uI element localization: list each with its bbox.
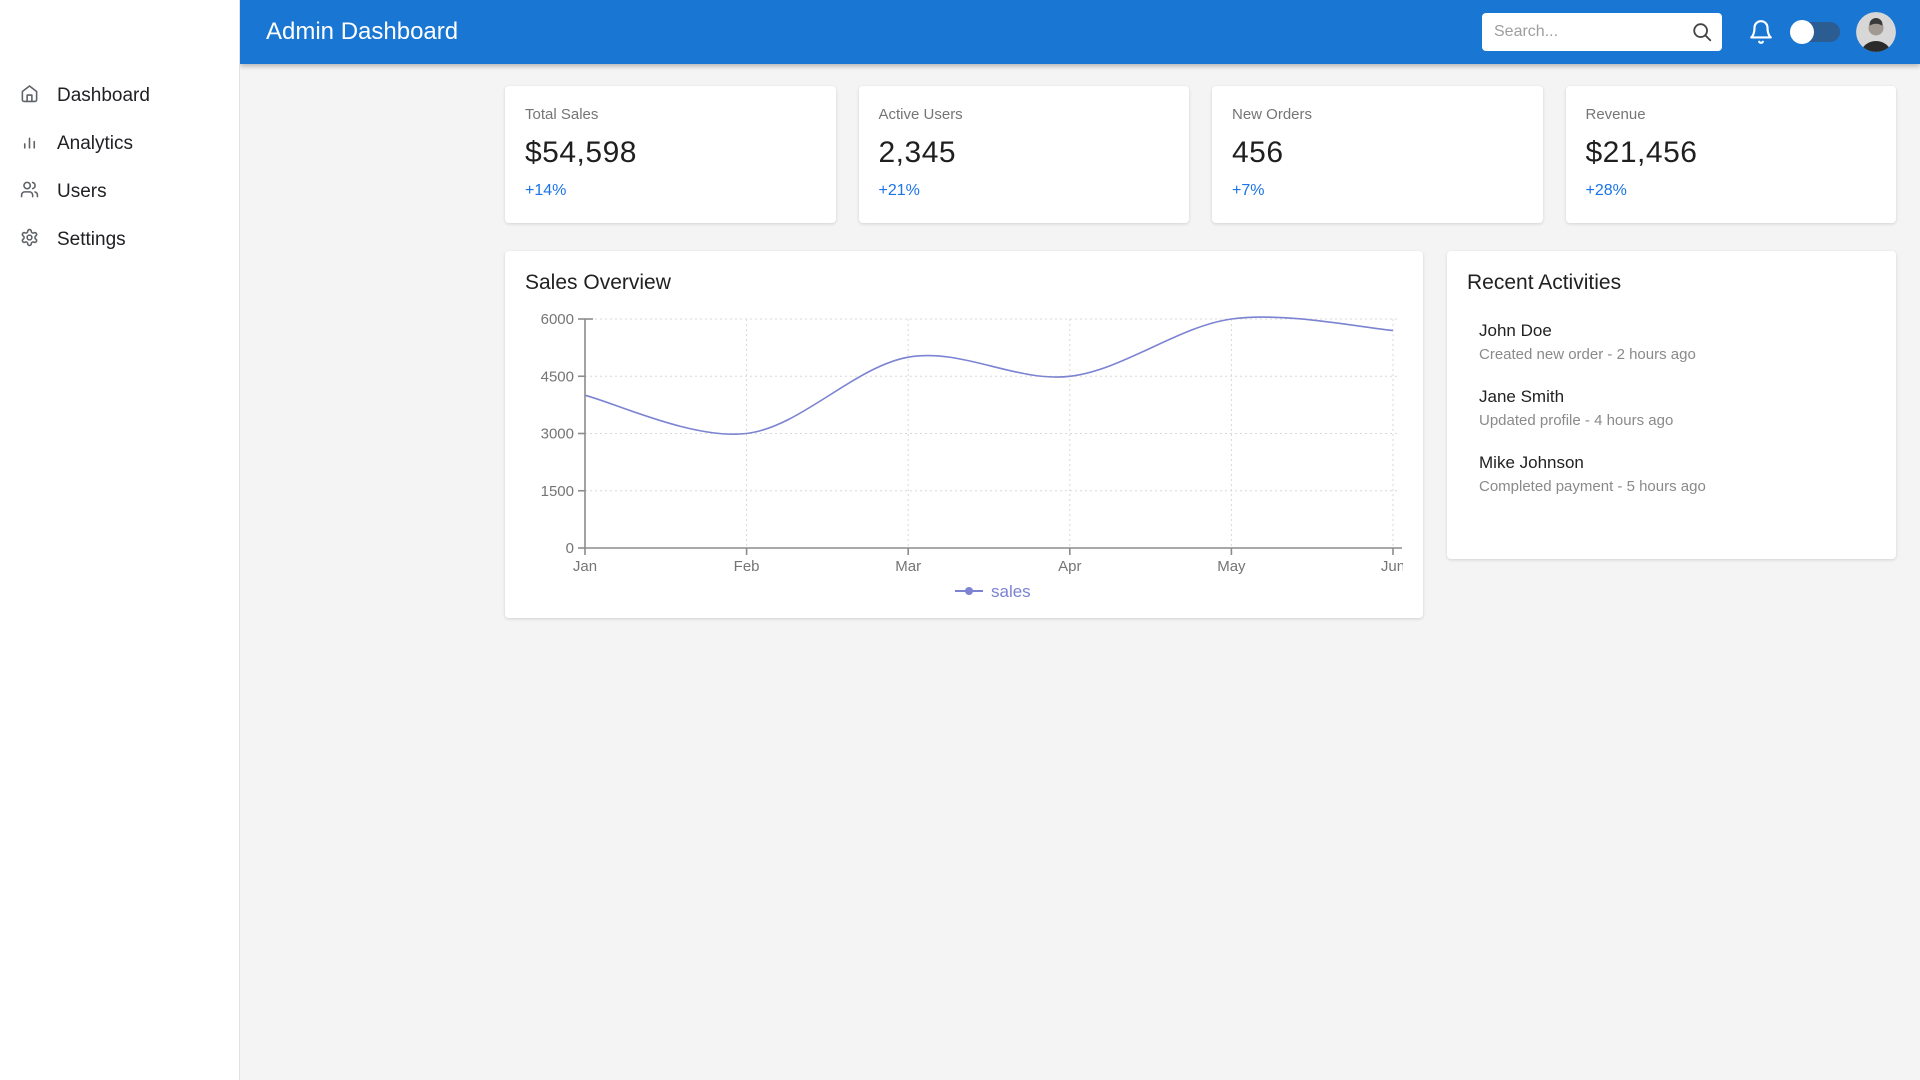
home-icon [20,84,39,108]
svg-text:Jan: Jan [573,558,597,575]
activity-detail: Created new order - 2 hours ago [1479,346,1696,363]
svg-text:4500: 4500 [541,368,574,385]
stat-change: +21% [878,182,920,199]
sidebar-item-users[interactable]: Users [0,168,239,216]
stat-card-revenue: Revenue $21,456 +28% [1565,86,1896,223]
second-row: Sales Overview [505,251,1896,618]
sidebar-nav: Dashboard Analytics Users Settings [0,0,239,264]
svg-text:Jun: Jun [1381,558,1403,575]
stat-change: +28% [1585,182,1627,199]
stat-title: Revenue [1585,106,1646,123]
sidebar-item-label: Settings [57,229,126,250]
x-axis-labels: Jan Feb Mar Apr May Jun [573,558,1403,575]
chart-title: Sales Overview [525,271,671,294]
stat-value: 2,345 [878,136,957,169]
stat-title: Active Users [878,106,963,123]
activity-name: Jane Smith [1479,387,1565,406]
activity-detail: Updated profile - 4 hours ago [1479,412,1674,429]
app-header: Admin Dashboard [240,0,1920,64]
svg-text:Feb: Feb [734,558,760,575]
bell-icon[interactable] [1748,19,1774,45]
svg-text:3000: 3000 [541,426,574,443]
activity-list: John Doe Created new order - 2 hours ago… [1467,321,1876,495]
theme-toggle[interactable] [1790,20,1840,44]
stat-title: Total Sales [525,106,599,123]
search-icon[interactable] [1691,21,1713,43]
sidebar-item-settings[interactable]: Settings [0,216,239,264]
sales-overview-card: Sales Overview [505,251,1423,618]
sidebar-item-label: Analytics [57,133,134,154]
y-axis-labels: 6000 4500 3000 1500 0 [541,311,574,557]
gear-icon [20,228,39,252]
activities-title: Recent Activities [1467,271,1622,294]
legend-label: sales [991,582,1031,601]
activity-name: John Doe [1479,321,1552,340]
svg-text:Apr: Apr [1058,558,1081,575]
svg-text:6000: 6000 [541,311,574,328]
stat-change: +14% [525,182,567,199]
stat-value: $21,456 [1585,136,1698,169]
sidebar-item-label: Users [57,181,107,202]
list-item: Mike Johnson Completed payment - 5 hours… [1479,453,1876,495]
avatar[interactable] [1856,12,1896,52]
svg-text:May: May [1217,558,1246,575]
stat-title: New Orders [1232,106,1313,123]
sidebar: Dashboard Analytics Users Settings [0,0,240,1080]
search-input[interactable] [1482,13,1722,51]
stat-change: +7% [1232,182,1265,199]
stat-card-total-sales: Total Sales $54,598 +14% [505,86,836,223]
search-box [1482,13,1722,51]
legend-marker-icon [965,587,973,595]
stat-value: $54,598 [525,136,637,169]
bar-chart-icon [20,132,39,156]
sales-line-chart: 6000 4500 3000 1500 0 Jan Feb Mar Apr Ma… [541,311,1403,601]
svg-text:Mar: Mar [895,558,921,575]
sidebar-item-label: Dashboard [57,85,150,106]
chart-gridlines [584,318,1397,549]
toggle-knob [1790,20,1814,44]
chart-legend[interactable]: sales [955,582,1031,601]
stats-row: Total Sales $54,598 +14% Active Users 2,… [505,86,1896,223]
recent-activities-card: Recent Activities John Doe Created new o… [1447,251,1896,559]
sales-series-line [584,316,1394,436]
sidebar-item-dashboard[interactable]: Dashboard [0,72,239,120]
header-actions [1482,12,1896,52]
page-title: Admin Dashboard [266,18,459,45]
activity-name: Mike Johnson [1479,453,1584,472]
list-item: Jane Smith Updated profile - 4 hours ago [1479,387,1876,429]
sidebar-item-analytics[interactable]: Analytics [0,120,239,168]
chart-axes [578,318,1402,555]
svg-text:1500: 1500 [541,483,574,500]
stat-value: 456 [1232,136,1284,169]
activity-detail: Completed payment - 5 hours ago [1479,478,1706,495]
svg-text:0: 0 [566,540,574,557]
main-content: Total Sales $54,598 +14% Active Users 2,… [505,86,1896,618]
stat-card-active-users: Active Users 2,345 +21% [858,86,1189,223]
list-item: John Doe Created new order - 2 hours ago [1479,321,1876,363]
users-icon [20,180,39,204]
stat-card-new-orders: New Orders 456 +7% [1212,86,1543,223]
